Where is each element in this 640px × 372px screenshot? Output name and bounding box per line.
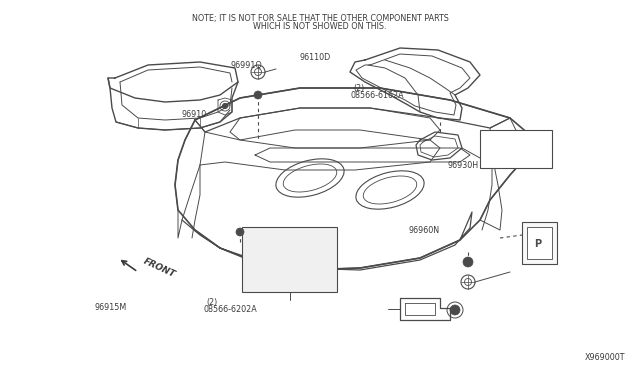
Text: P: P [534,239,541,249]
Text: X969000T: X969000T [584,353,625,362]
Text: 96915M: 96915M [95,304,127,312]
Text: 96991Q: 96991Q [230,61,262,70]
Bar [242,227,337,292]
Text: 08566-6162A: 08566-6162A [351,92,404,100]
Text: FRONT: FRONT [142,257,177,279]
Text: 96910: 96910 [181,110,207,119]
Bar [480,130,552,168]
Text: (2): (2) [206,298,218,307]
Circle shape [223,103,227,109]
Text: (2): (2) [353,84,365,93]
Bar [522,222,557,264]
Circle shape [463,257,473,267]
Text: WHICH IS NOT SHOWED ON THIS.: WHICH IS NOT SHOWED ON THIS. [253,22,387,31]
Text: 96110D: 96110D [300,53,331,62]
Circle shape [254,91,262,99]
Text: 96960N: 96960N [408,226,440,235]
Bar [527,227,552,259]
Text: NOTE; IT IS NOT FOR SALE THAT THE OTHER COMPONENT PARTS: NOTE; IT IS NOT FOR SALE THAT THE OTHER … [191,14,449,23]
Text: 96930H: 96930H [448,161,479,170]
Text: 08566-6202A: 08566-6202A [204,305,257,314]
Circle shape [236,228,244,236]
Circle shape [450,305,460,315]
